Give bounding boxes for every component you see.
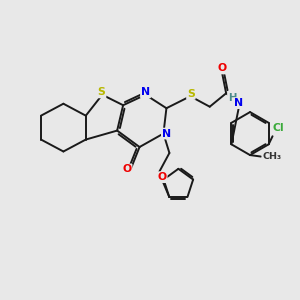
Text: N: N bbox=[234, 98, 244, 108]
Text: CH₃: CH₃ bbox=[262, 152, 281, 161]
Text: O: O bbox=[158, 172, 167, 182]
Text: O: O bbox=[122, 164, 132, 174]
Text: H: H bbox=[228, 93, 236, 103]
Text: S: S bbox=[98, 87, 106, 98]
Text: N: N bbox=[162, 129, 171, 139]
Text: N: N bbox=[141, 87, 150, 98]
Text: S: S bbox=[187, 89, 195, 99]
Text: Cl: Cl bbox=[273, 123, 284, 133]
Text: O: O bbox=[217, 64, 226, 74]
